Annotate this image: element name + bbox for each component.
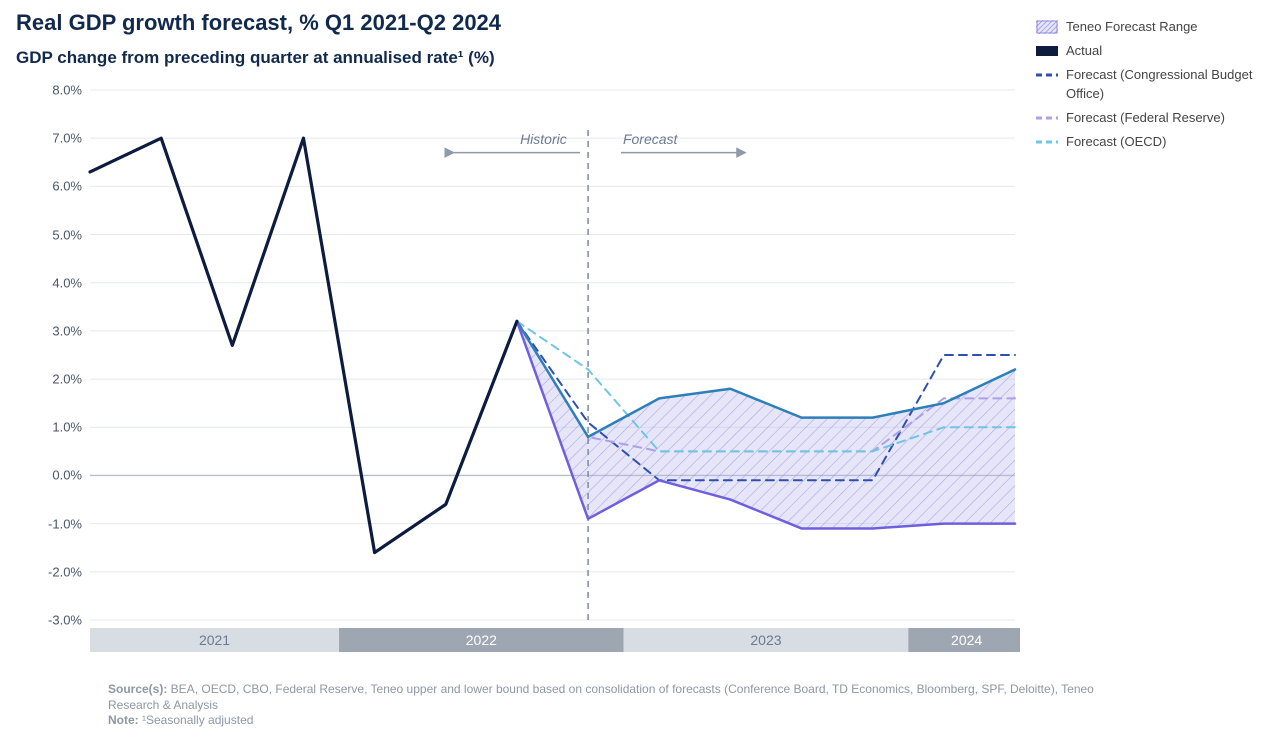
legend-label: Teneo Forecast Range: [1066, 18, 1256, 36]
swatch-teneo-range-icon: [1036, 20, 1058, 34]
legend-item-oecd: Forecast (OECD): [1036, 133, 1256, 151]
y-tick-label: 4.0%: [20, 275, 82, 290]
svg-text:2022: 2022: [466, 632, 497, 648]
footer-note: Note: ¹Seasonally adjusted: [108, 713, 1108, 729]
svg-text:2023: 2023: [750, 632, 781, 648]
legend-item-fed: Forecast (Federal Reserve): [1036, 109, 1256, 127]
y-tick-label: 2.0%: [20, 372, 82, 387]
swatch-cbo-icon: [1036, 68, 1058, 82]
svg-text:2024: 2024: [951, 632, 982, 648]
chart-svg: 2021 2022 2023 2024: [20, 80, 1020, 670]
y-tick-label: 7.0%: [20, 131, 82, 146]
chart-container: -3.0% -2.0% -1.0% 0.0% 1.0% 2.0% 3.0% 4.0% 5.0% 6…: [20, 80, 1020, 670]
y-tick-label: 8.0%: [20, 83, 82, 98]
y-tick-label: 0.0%: [20, 468, 82, 483]
y-tick-label: -2.0%: [20, 564, 82, 579]
source-text: BEA, OECD, CBO, Federal Reserve, Teneo u…: [108, 682, 1094, 712]
footer: Source(s): BEA, OECD, CBO, Federal Reser…: [108, 682, 1108, 729]
note-text: ¹Seasonally adjusted: [139, 713, 254, 727]
historic-label: Historic: [520, 131, 567, 147]
note-label: Note:: [108, 713, 139, 727]
svg-text:2021: 2021: [199, 632, 230, 648]
y-tick-label: -3.0%: [20, 613, 82, 628]
chart-title: Real GDP growth forecast, % Q1 2021-Q2 2…: [16, 10, 501, 36]
legend: Teneo Forecast Range Actual Forecast (Co…: [1036, 18, 1256, 157]
swatch-actual-icon: [1036, 44, 1058, 58]
legend-label: Forecast (Federal Reserve): [1066, 109, 1256, 127]
legend-item-actual: Actual: [1036, 42, 1256, 60]
source-label: Source(s):: [108, 682, 167, 696]
y-tick-label: 6.0%: [20, 179, 82, 194]
swatch-oecd-icon: [1036, 135, 1058, 149]
legend-label: Forecast (OECD): [1066, 133, 1256, 151]
y-tick-label: 3.0%: [20, 323, 82, 338]
y-tick-label: -1.0%: [20, 516, 82, 531]
legend-item-cbo: Forecast (Congressional Budget Office): [1036, 66, 1256, 102]
legend-label: Forecast (Congressional Budget Office): [1066, 66, 1256, 102]
forecast-label: Forecast: [623, 131, 677, 147]
swatch-fed-icon: [1036, 111, 1058, 125]
y-tick-label: 1.0%: [20, 420, 82, 435]
y-tick-label: 5.0%: [20, 227, 82, 242]
chart-subtitle: GDP change from preceding quarter at ann…: [16, 48, 495, 68]
legend-item-teneo-range: Teneo Forecast Range: [1036, 18, 1256, 36]
legend-label: Actual: [1066, 42, 1256, 60]
page: Real GDP growth forecast, % Q1 2021-Q2 2…: [0, 0, 1270, 741]
footer-source: Source(s): BEA, OECD, CBO, Federal Reser…: [108, 682, 1108, 713]
